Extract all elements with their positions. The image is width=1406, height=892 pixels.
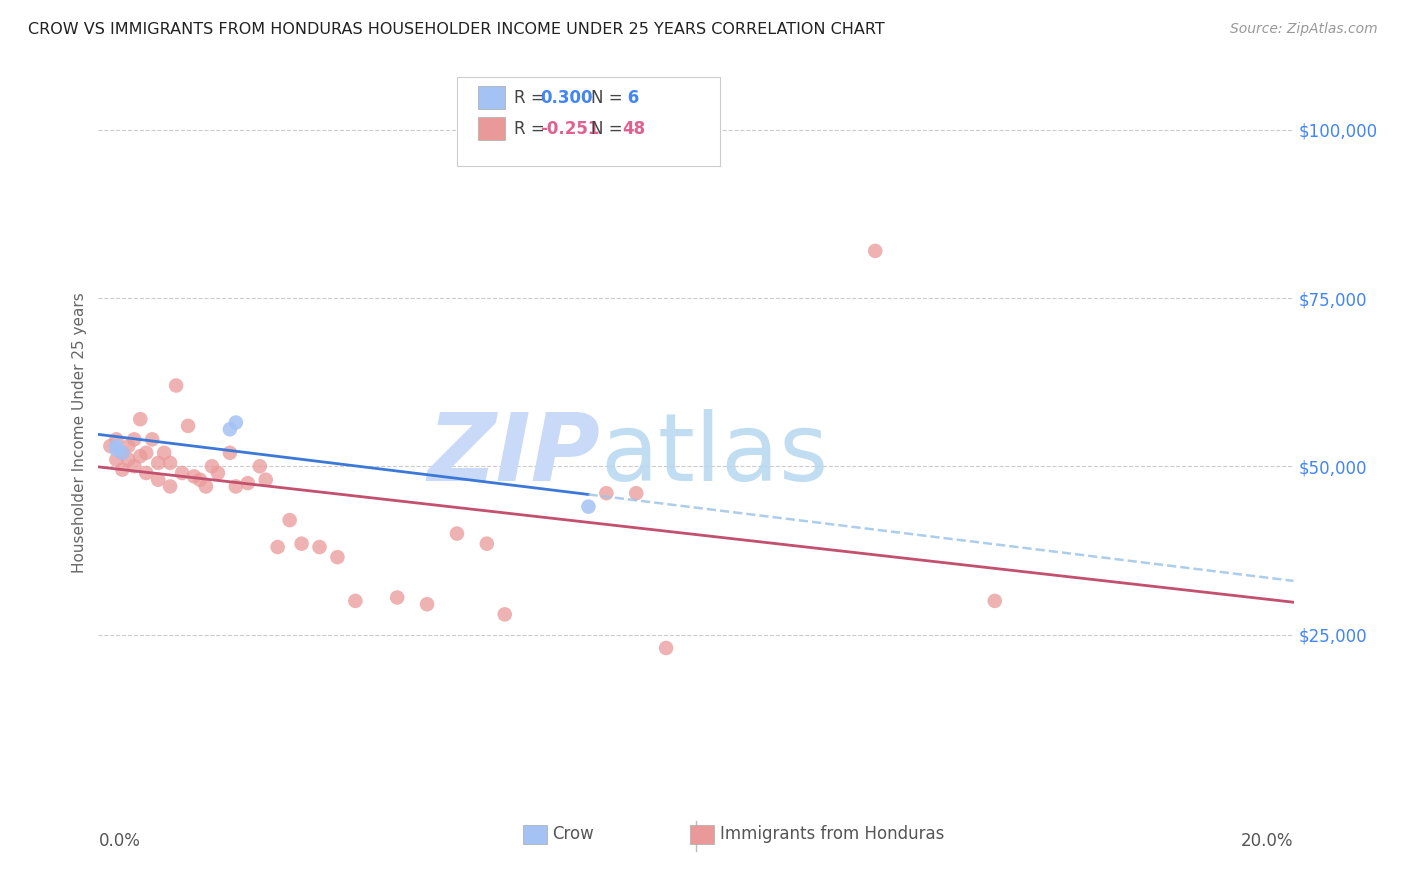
Point: [267, 540, 290, 554]
Point: [219, 422, 242, 436]
Point: [111, 446, 134, 460]
Point: [117, 439, 139, 453]
Point: [236, 476, 259, 491]
Point: [344, 594, 367, 608]
Text: Source: ZipAtlas.com: Source: ZipAtlas.com: [1230, 22, 1378, 37]
Point: [207, 466, 229, 480]
Point: [326, 550, 349, 565]
Point: [385, 591, 409, 605]
Point: [183, 469, 205, 483]
Point: [105, 433, 128, 447]
Point: [308, 540, 330, 554]
Point: [124, 459, 146, 474]
Point: [865, 244, 887, 258]
Text: 0.300: 0.300: [541, 88, 593, 107]
FancyBboxPatch shape: [523, 825, 547, 844]
Point: [148, 456, 170, 470]
Point: [655, 640, 678, 655]
Point: [148, 473, 170, 487]
Point: [225, 416, 247, 430]
Point: [105, 439, 128, 453]
Point: [278, 513, 301, 527]
Point: [188, 473, 211, 487]
Point: [129, 449, 152, 463]
Point: [249, 459, 271, 474]
Point: [201, 459, 224, 474]
Text: N =: N =: [591, 120, 627, 137]
Point: [124, 433, 146, 447]
Text: -0.251: -0.251: [541, 120, 600, 137]
Point: [225, 479, 247, 493]
Point: [446, 526, 468, 541]
Text: 20.0%: 20.0%: [1241, 832, 1294, 850]
Text: Immigrants from Honduras: Immigrants from Honduras: [720, 825, 945, 843]
Point: [141, 433, 163, 447]
Point: [172, 466, 194, 480]
Point: [494, 607, 516, 622]
Point: [153, 446, 176, 460]
Text: Crow: Crow: [553, 825, 595, 843]
Text: R =: R =: [515, 120, 550, 137]
Point: [117, 452, 139, 467]
Point: [159, 479, 181, 493]
Point: [291, 536, 314, 550]
Point: [105, 442, 128, 457]
Point: [254, 473, 277, 487]
Point: [111, 462, 134, 476]
Point: [177, 418, 200, 433]
Point: [105, 452, 128, 467]
Text: atlas: atlas: [600, 409, 828, 500]
FancyBboxPatch shape: [457, 78, 720, 166]
Point: [195, 479, 218, 493]
Text: 6: 6: [621, 88, 640, 107]
Point: [578, 500, 600, 514]
Point: [111, 446, 134, 460]
Point: [626, 486, 648, 500]
Text: N =: N =: [591, 88, 627, 107]
Text: 48: 48: [621, 120, 645, 137]
Point: [98, 439, 122, 453]
Point: [595, 486, 617, 500]
Text: ZIP: ZIP: [427, 409, 600, 500]
Point: [984, 594, 1007, 608]
Text: 0.0%: 0.0%: [98, 832, 141, 850]
Point: [165, 378, 187, 392]
FancyBboxPatch shape: [478, 118, 505, 140]
Point: [475, 536, 498, 550]
Point: [135, 446, 157, 460]
Point: [135, 466, 157, 480]
Point: [129, 412, 152, 426]
Point: [159, 456, 181, 470]
Point: [219, 446, 242, 460]
Y-axis label: Householder Income Under 25 years: Householder Income Under 25 years: [72, 293, 87, 573]
FancyBboxPatch shape: [690, 825, 714, 844]
Text: CROW VS IMMIGRANTS FROM HONDURAS HOUSEHOLDER INCOME UNDER 25 YEARS CORRELATION C: CROW VS IMMIGRANTS FROM HONDURAS HOUSEHO…: [28, 22, 884, 37]
FancyBboxPatch shape: [478, 87, 505, 109]
Point: [416, 597, 439, 611]
Text: R =: R =: [515, 88, 550, 107]
